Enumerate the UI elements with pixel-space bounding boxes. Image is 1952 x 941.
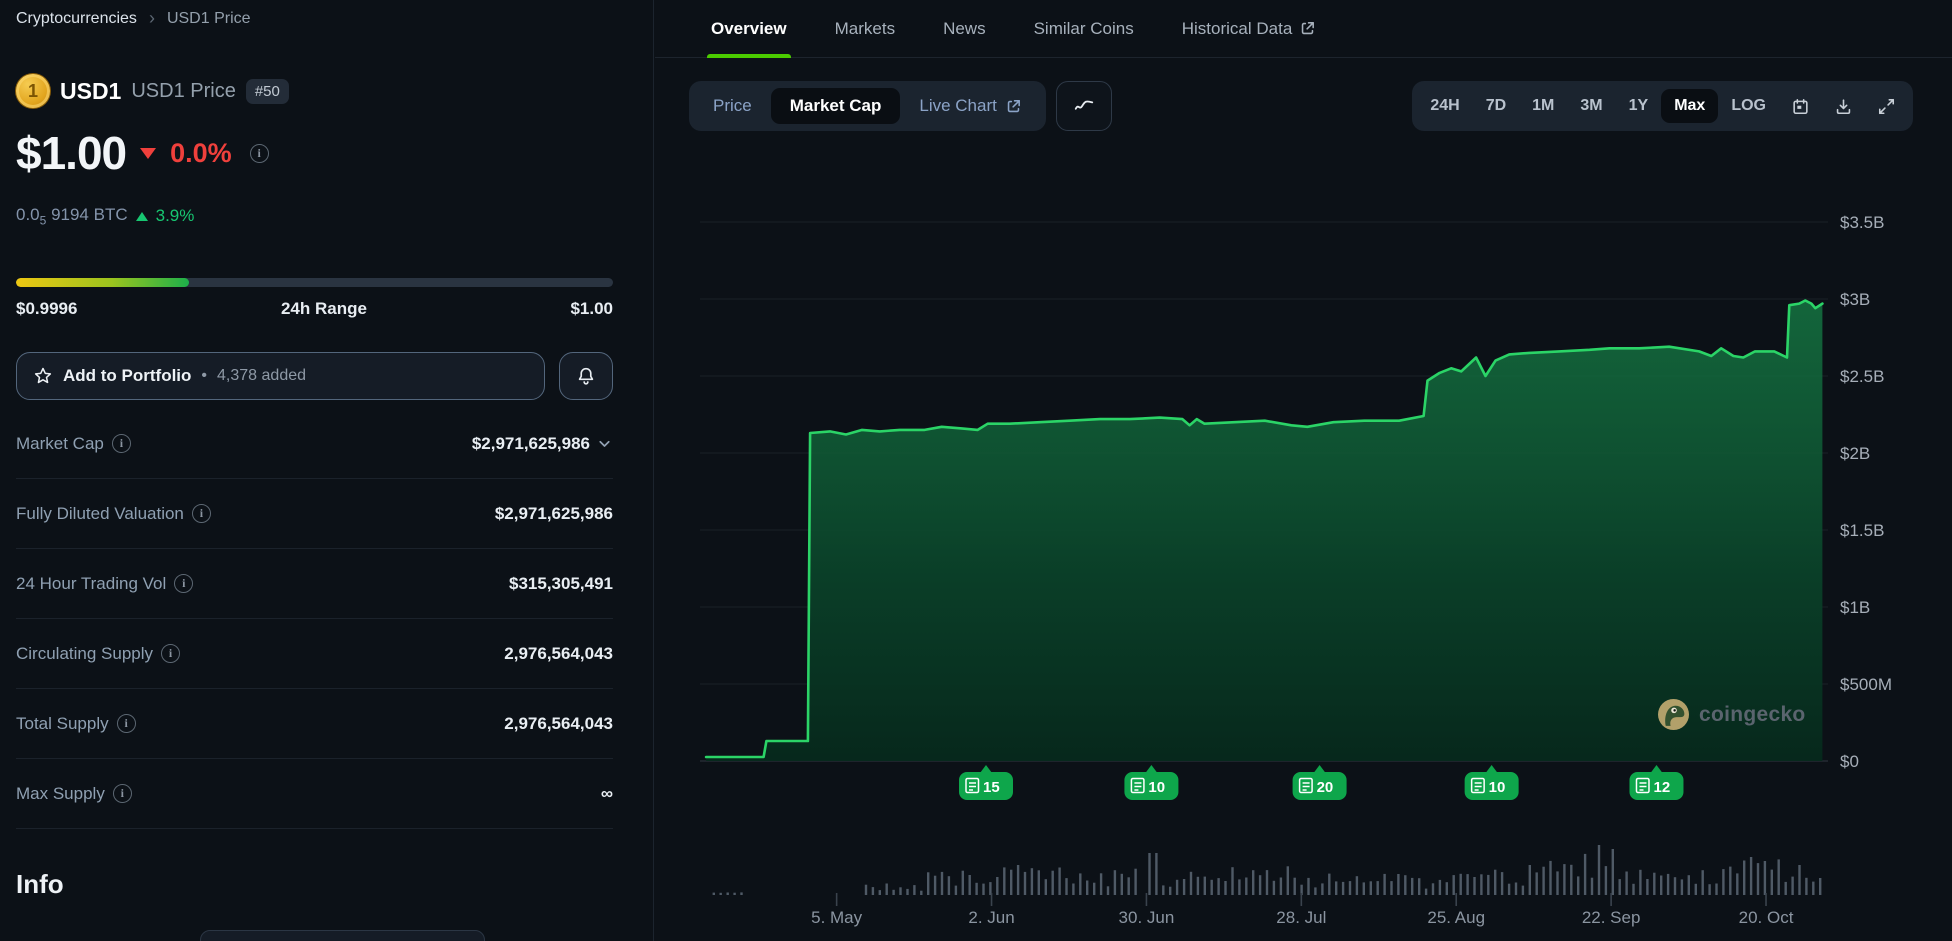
stat-value: 2,976,564,043 <box>504 643 613 663</box>
breadcrumb-root-link[interactable]: Cryptocurrencies <box>16 9 137 27</box>
range-7d-button[interactable]: 7D <box>1485 97 1507 114</box>
current-price: $1.00 <box>16 127 127 179</box>
range-label: 24h Range <box>280 299 367 318</box>
portfolio-bullet: • <box>201 367 208 384</box>
chart-panel: Overview Markets News Similar Coins Hist… <box>655 0 1952 941</box>
price-change-pct: 0.0% <box>170 137 232 168</box>
coin-tabbar: Overview Markets News Similar Coins Hist… <box>655 0 1952 58</box>
range-labels: $0.9996 24h Range $1.00 <box>16 299 613 319</box>
range-1m-button[interactable]: 1M <box>1532 97 1555 114</box>
chevron-right-icon: › <box>148 8 155 28</box>
bell-icon <box>578 367 594 385</box>
metric-switch: Price Market Cap Live Chart <box>689 81 1046 131</box>
calendar-button[interactable] <box>1779 89 1822 124</box>
coingecko-watermark: coingecko <box>1658 699 1806 730</box>
stat-value: $2,971,625,986 <box>471 433 590 453</box>
range-3m-button[interactable]: 3M <box>1580 97 1603 114</box>
coin-name: USD1 <box>60 77 122 104</box>
info-icon[interactable]: i <box>111 434 131 453</box>
rank-badge: #50 <box>245 78 289 104</box>
stat-label: Circulating Supply <box>16 643 154 663</box>
info-icon[interactable]: i <box>161 644 181 663</box>
stat-row-market-cap: Market Cap i $2,971,625,986 <box>16 409 613 479</box>
range-max-button[interactable]: Max <box>1661 89 1719 123</box>
stat-row-total-supply: Total Supply i 2,976,564,043 <box>16 689 613 759</box>
range-low: $0.9996 <box>16 299 78 318</box>
coin-page-title: USD1 Price <box>131 79 236 102</box>
metric-live-chart-button[interactable]: Live Chart <box>900 88 1040 124</box>
tab-similar-coins[interactable]: Similar Coins <box>1033 18 1134 38</box>
stat-row-max-supply: Max Supply i ∞ <box>16 759 613 829</box>
stat-value: $2,971,625,986 <box>494 503 613 523</box>
info-icon[interactable]: i <box>174 574 194 593</box>
btc-price: 0.05 9194 BTC <box>16 204 128 228</box>
triangle-up-icon <box>135 211 148 221</box>
range-high: $1.00 <box>570 299 613 318</box>
coin-header: 1 USD1 USD1 Price #50 <box>16 73 613 109</box>
download-button[interactable] <box>1822 89 1865 124</box>
timeframe-switch: 24H 7D 1M 3M 1Y Max LOG <box>1412 81 1913 131</box>
range-fill <box>16 278 190 287</box>
metric-market-cap-button[interactable]: Market Cap <box>770 88 901 124</box>
stat-label: Fully Diluted Valuation <box>16 503 184 523</box>
chevron-down-icon <box>599 440 610 447</box>
calendar-icon <box>1793 98 1808 114</box>
stats-list: Market Cap i $2,971,625,986 Fully Diluted… <box>16 409 613 829</box>
breadcrumb: Cryptocurrencies › USD1 Price <box>16 8 613 29</box>
breadcrumb-current: USD1 Price <box>166 9 251 27</box>
stat-value: ∞ <box>600 783 613 803</box>
range-24h-button[interactable]: 24H <box>1430 97 1460 114</box>
external-link-icon <box>1007 99 1020 112</box>
download-icon <box>1836 98 1851 114</box>
btc-change-pct: 3.9% <box>155 206 195 225</box>
info-website-chip[interactable] <box>200 930 485 941</box>
stat-row-fdv: Fully Diluted Valuation i $2,971,625,986 <box>16 479 613 549</box>
info-icon[interactable]: i <box>112 784 132 803</box>
range-1y-button[interactable]: 1Y <box>1628 97 1649 114</box>
price-alert-button[interactable] <box>559 352 613 400</box>
portfolio-label: Add to Portfolio <box>63 366 192 385</box>
coin-summary-panel: Cryptocurrencies › USD1 Price 1 USD1 USD… <box>0 0 654 941</box>
chart-type-button[interactable] <box>1055 81 1112 131</box>
tab-overview[interactable]: Overview <box>707 0 791 58</box>
line-chart-icon <box>1074 100 1094 110</box>
coingecko-watermark-text: coingecko <box>1699 702 1806 726</box>
portfolio-added-count: 4,378 added <box>217 367 307 384</box>
log-scale-button[interactable]: LOG <box>1731 97 1766 114</box>
price-row: $1.00 0.0% i <box>16 127 613 179</box>
stat-row-circulating-supply: Circulating Supply i 2,976,564,043 <box>16 619 613 689</box>
add-to-portfolio-button[interactable]: Add to Portfolio • 4,378 added <box>16 352 545 400</box>
price-info-icon[interactable]: i <box>249 143 269 163</box>
tab-historical-data[interactable]: Historical Data <box>1182 0 1317 57</box>
tab-news[interactable]: News <box>943 18 986 38</box>
portfolio-row: Add to Portfolio • 4,378 added <box>16 352 613 400</box>
stat-label: Total Supply <box>16 713 109 733</box>
stat-label: Max Supply <box>16 783 105 803</box>
coin-logo: 1 <box>16 74 50 108</box>
external-link-icon <box>1302 22 1315 35</box>
info-icon[interactable]: i <box>116 714 136 733</box>
chart-toolbar: Price Market Cap Live Chart 24H 7D 1M 3M… <box>655 81 1952 131</box>
metric-price-button[interactable]: Price <box>713 96 752 115</box>
triangle-down-icon <box>140 147 157 159</box>
expand-icon <box>1878 98 1895 114</box>
info-section-heading: Info <box>16 869 64 899</box>
range-bar <box>16 278 613 287</box>
stat-row-volume: 24 Hour Trading Vol i $315,305,491 <box>16 549 613 619</box>
star-icon <box>34 367 52 384</box>
btc-price-row: 0.05 9194 BTC 3.9% <box>16 205 613 227</box>
info-icon[interactable]: i <box>191 504 211 523</box>
coingecko-logo-icon <box>1658 699 1689 730</box>
stat-value: $315,305,491 <box>509 573 613 593</box>
tab-markets[interactable]: Markets <box>834 18 896 38</box>
fullscreen-button[interactable] <box>1865 89 1908 124</box>
stat-value: 2,976,564,043 <box>504 713 613 733</box>
stat-label: Market Cap <box>16 433 104 453</box>
stat-label: 24 Hour Trading Vol <box>16 573 167 593</box>
